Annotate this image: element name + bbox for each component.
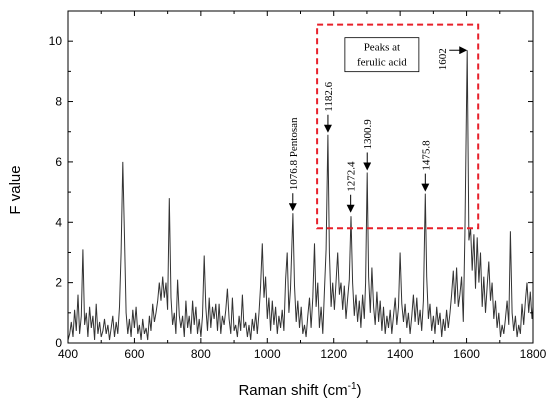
y-axis-title: F value <box>7 165 24 214</box>
x-tick-label: 1600 <box>453 347 480 361</box>
peak-label: 1076.8 Pentosan <box>288 117 300 190</box>
plot-area <box>67 50 534 341</box>
plot-frame <box>67 10 534 344</box>
x-tick-label: 800 <box>191 347 211 361</box>
y-tick-label: 8 <box>55 95 62 109</box>
x-tick-label: 1200 <box>320 347 347 361</box>
y-tick-label: 6 <box>55 155 62 169</box>
x-tick-label: 600 <box>124 347 144 361</box>
series-line-0 <box>67 50 534 341</box>
x-tick-label: 1000 <box>254 347 281 361</box>
peaks-label-box <box>344 37 420 73</box>
annotations: Peaks at ferulic acid 1076.8 Pentosan 1182.… <box>288 23 480 230</box>
x-axis-title-main: Raman shift (cm <box>238 382 347 399</box>
x-tick-label: 400 <box>58 347 78 361</box>
y-tick-label: 4 <box>55 215 62 229</box>
y-tick-label: 10 <box>49 34 63 48</box>
x-axis-title: Raman shift (cm-1) <box>238 381 361 399</box>
peak-label: 1182.6 <box>323 81 335 111</box>
peak-label: 1602 <box>437 48 449 70</box>
x-axis-title-end: ) <box>357 382 362 399</box>
x-tick-label: 1800 <box>520 347 547 361</box>
peaks-label-line2: ferulic acid <box>357 57 407 69</box>
peak-label: 1300.9 <box>362 119 374 150</box>
peak-label: 1272.4 <box>346 161 358 192</box>
peak-label: 1475.8 <box>420 140 432 171</box>
ferulic-acid-region-box <box>316 23 480 230</box>
y-tick-label: 0 <box>55 336 62 350</box>
x-tick-label: 1400 <box>387 347 414 361</box>
y-tick-label: 2 <box>55 276 62 290</box>
x-axis-title-sup: -1 <box>348 381 357 392</box>
peaks-label-line1: Peaks at <box>364 42 400 54</box>
axes: 400 600 800 1000 1200 1400 1600 1800 0 2 4 6 8 10 <box>49 10 547 361</box>
